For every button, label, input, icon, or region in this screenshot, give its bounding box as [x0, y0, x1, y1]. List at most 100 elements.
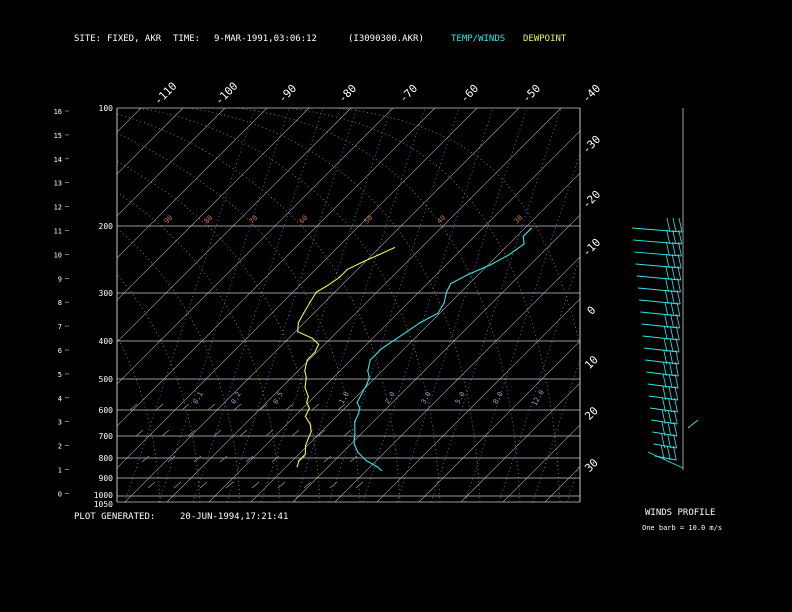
isotherm-line	[418, 340, 580, 502]
isotherm-line	[0, 108, 99, 502]
temperature-label: -20	[580, 188, 603, 211]
wind-barb-flag	[676, 313, 680, 329]
wind-barb-flag	[671, 253, 676, 269]
wind-barb-flag	[674, 397, 678, 413]
temperature-point	[445, 291, 448, 293]
wind-barb-flag	[664, 289, 669, 305]
temperature-label: -30	[580, 133, 603, 156]
height-label: 7	[58, 323, 62, 331]
wind-barb-flag	[677, 277, 681, 293]
dry-adiabat-line	[117, 273, 201, 502]
wind-barb-flag	[670, 301, 675, 317]
height-label: 6	[58, 347, 62, 355]
dewpoint-point	[346, 268, 348, 270]
temperature-label: 0	[585, 304, 599, 318]
dewpoint-point	[304, 370, 306, 372]
grid-barb-tick	[349, 455, 358, 463]
temperature-point	[368, 377, 370, 379]
dewpoint-point	[378, 254, 380, 256]
wind-barb-flag	[663, 337, 668, 353]
temperature-line	[353, 227, 532, 471]
grid-barb-tick	[355, 481, 364, 489]
dewpoint-point	[318, 343, 320, 345]
grid-barb-tick	[303, 481, 312, 489]
temperature-point	[508, 254, 510, 256]
wind-barb-staff	[631, 227, 683, 233]
wind-barb-flag	[671, 277, 675, 293]
grid-barb-tick	[277, 481, 286, 489]
grid-barb-tick	[167, 455, 176, 463]
wind-barb-flag	[672, 229, 677, 245]
height-label: 8	[58, 299, 62, 307]
wind-barb-staff	[647, 451, 684, 469]
dewpoint-point	[314, 351, 316, 353]
temperature-point	[437, 312, 439, 314]
wind-barb-flag	[670, 313, 674, 329]
wind-barb-flag	[675, 325, 680, 341]
theta-label: 80	[203, 214, 215, 226]
dewpoint-point	[308, 407, 310, 409]
temperature-label: 30	[582, 456, 601, 475]
wind-barb-flag	[669, 349, 674, 365]
wind-barb-flag	[666, 241, 670, 257]
temperature-point	[467, 273, 469, 275]
temperature-point	[522, 235, 524, 237]
wind-barb-flag	[674, 385, 679, 401]
height-label: 0	[58, 490, 62, 498]
wind-barb-staff	[640, 311, 680, 317]
height-label: 12	[54, 204, 62, 212]
wind-barb-flag	[667, 409, 672, 425]
temperature-point	[359, 407, 361, 409]
dewpoint-point	[309, 423, 311, 425]
theta-label: 50	[363, 214, 375, 226]
temperature-point	[380, 469, 383, 472]
temperature-point	[393, 339, 395, 341]
temperature-point	[361, 393, 363, 395]
dewpoint-point	[304, 453, 306, 455]
pressure-label: 400	[99, 337, 114, 346]
dewpoint-series	[296, 247, 395, 468]
mixing-ratio-line	[294, 108, 426, 502]
wind-barb-flag	[677, 253, 682, 269]
grid-barb-tick	[271, 455, 280, 463]
grid-barb-tick	[317, 429, 326, 437]
wind-barb-flag	[674, 373, 679, 389]
mixing-ratio-line	[464, 152, 580, 502]
pressure-label: 1000	[94, 491, 113, 500]
wind-barb-flag	[666, 445, 671, 461]
wind-barb-flag	[677, 265, 682, 281]
temperature-point	[354, 433, 356, 435]
temperature-point	[354, 421, 356, 423]
dry-adiabat-line	[160, 108, 561, 502]
wind-barb-flag	[661, 433, 665, 449]
temperature-label: 10	[582, 353, 601, 372]
wind-barb-flag	[662, 373, 667, 389]
wind-barb-flag	[669, 325, 674, 341]
temperature-label: -110	[152, 80, 180, 108]
mixing-ratio-label: 2.0	[384, 391, 397, 406]
wind-barb-flag	[673, 421, 678, 437]
wind-barb-flag	[668, 385, 673, 401]
isotherm-line	[117, 108, 268, 259]
wind-barb-flag	[675, 337, 680, 353]
dry-adiabat-line	[200, 108, 580, 348]
temperature-label: -70	[397, 82, 420, 105]
wind-barb-staff	[643, 347, 680, 353]
wind-barb-flag	[667, 421, 672, 437]
temperature-label: -80	[336, 82, 359, 105]
mixing-ratio-line	[192, 108, 324, 502]
grid-barb-tick	[285, 403, 294, 411]
wind-barb-flag	[665, 265, 670, 281]
temperature-axis-labels: -110 -100 -90 -80 -70 -60 -50 -40-30-20-1001020…	[152, 80, 604, 475]
dewpoint-point	[310, 431, 312, 433]
mixing-ratio-label: 0.1	[192, 391, 205, 406]
dry-adiabat-line	[117, 228, 241, 502]
dewpoint-point	[311, 337, 313, 339]
temperature-point	[523, 243, 525, 245]
wind-barb-staff	[687, 419, 699, 429]
wind-barb-flag	[669, 337, 674, 353]
isotherms	[0, 108, 580, 502]
theta-label: 90	[163, 214, 175, 226]
dry-adiabat-line	[117, 113, 401, 502]
